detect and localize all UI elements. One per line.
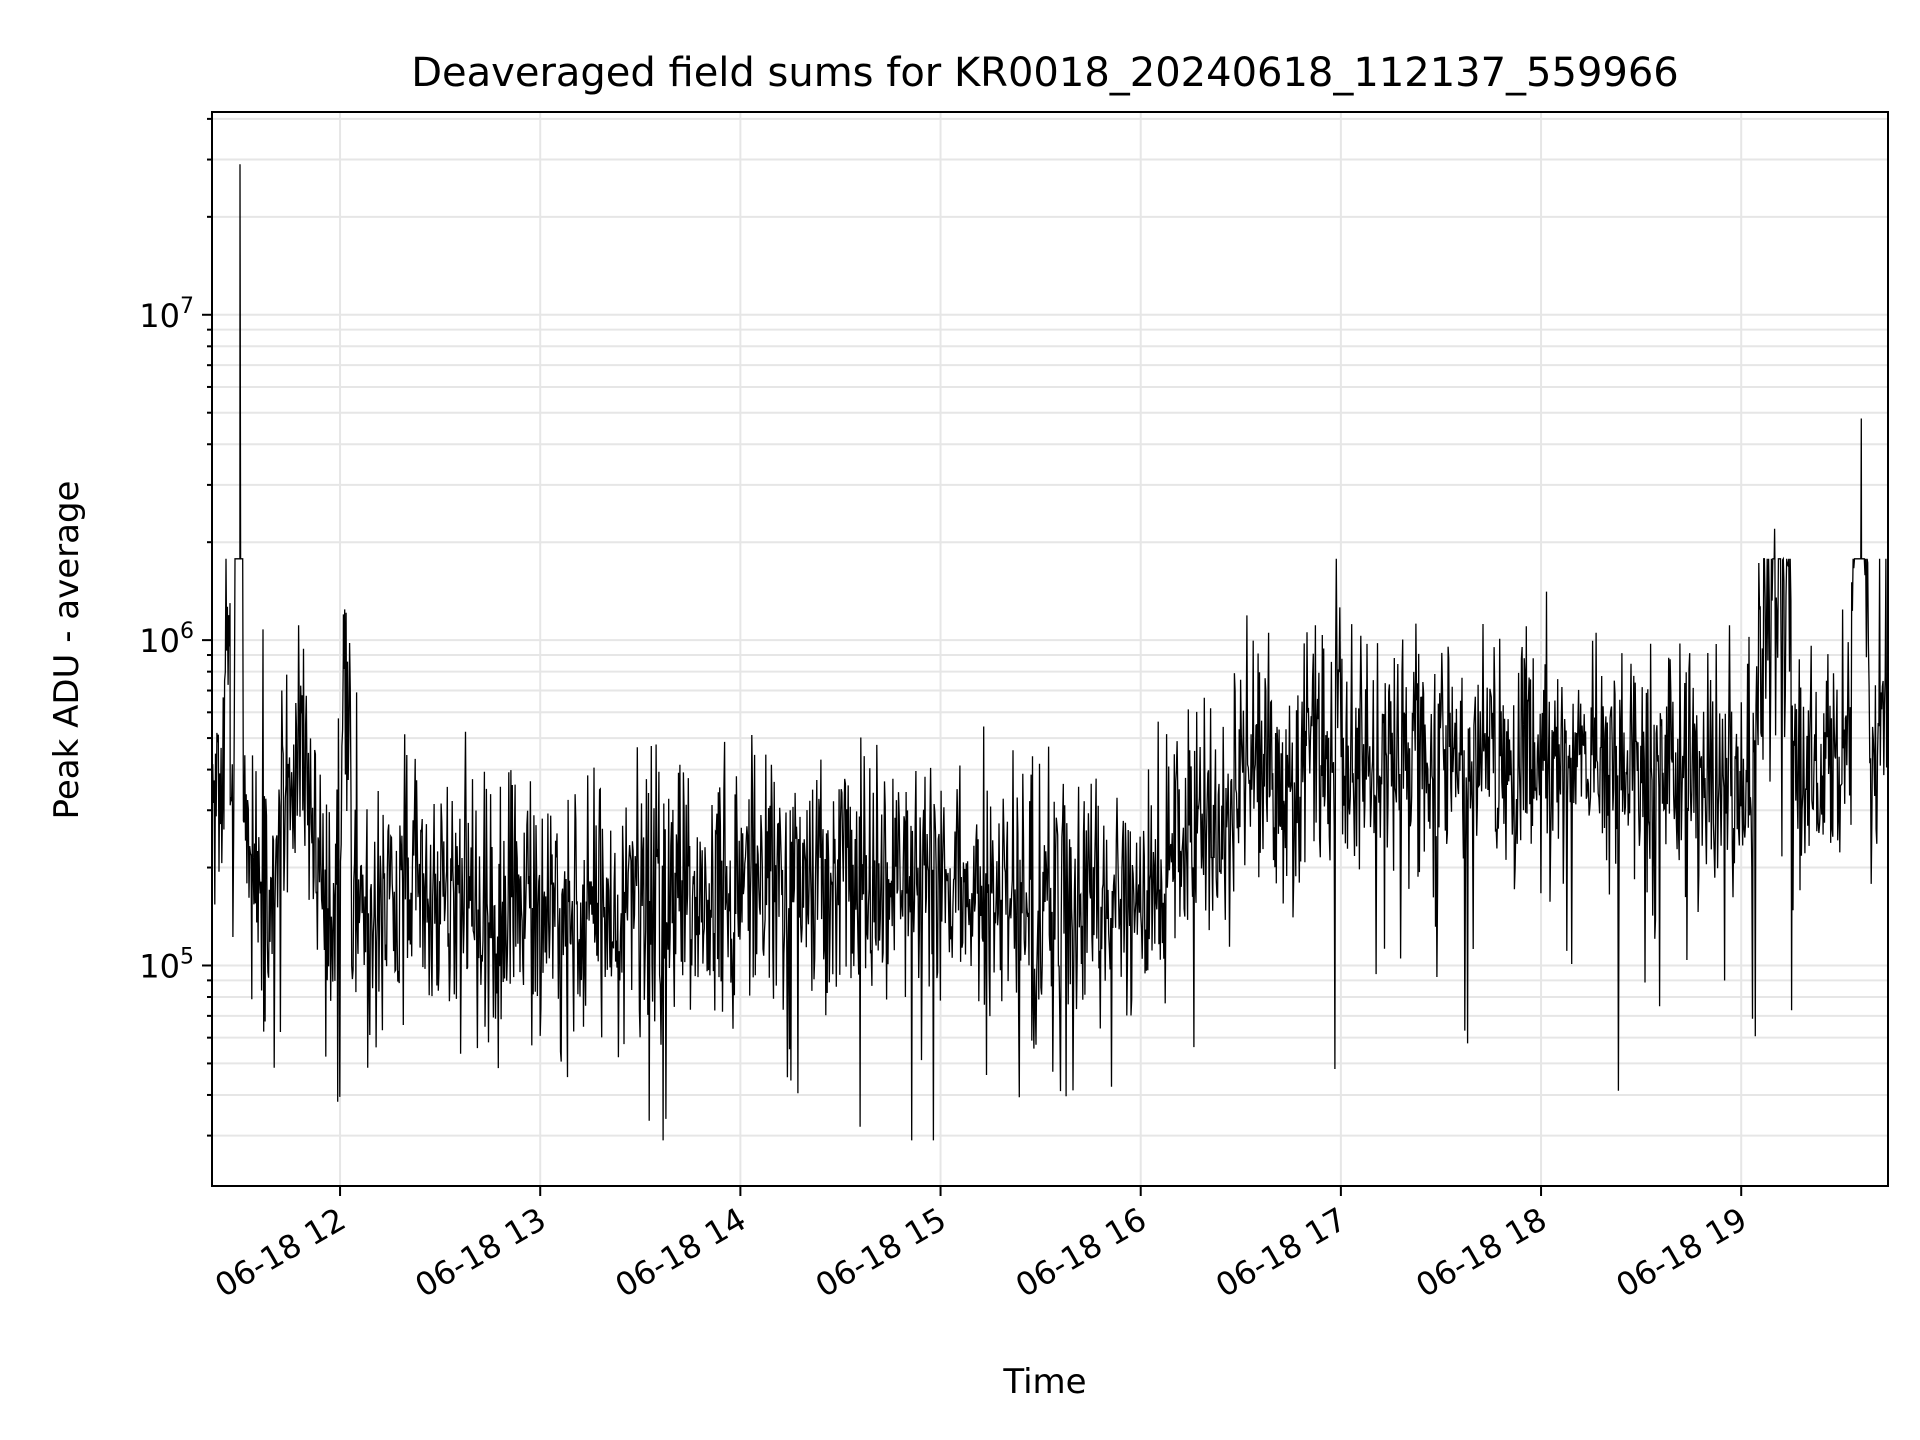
series-line [211, 164, 1889, 1141]
plot-frame [211, 111, 1889, 1187]
y-axis-label: Peak ADU - average [47, 481, 87, 820]
x-tick-label: 06-18 18 [1409, 1200, 1553, 1305]
chart-title: Deaveraged field sums for KR0018_2024061… [411, 50, 1679, 96]
y-tick-label: 105 [139, 944, 194, 985]
x-axis-ticks: 06-18 12 06-18 13 06-18 14 06-18 15 06-18 16… [208, 1186, 1753, 1305]
x-tick-label: 06-18 15 [809, 1200, 953, 1305]
series-layer [211, 164, 1889, 1141]
x-tick-label: 06-18 16 [1009, 1200, 1153, 1305]
y-axis-ticks: 105 106 107 [139, 117, 212, 1137]
x-tick-label: 06-18 14 [609, 1200, 753, 1305]
y-tick-label: 106 [139, 619, 194, 660]
x-tick-label: 06-18 13 [409, 1200, 553, 1305]
x-axis-label: Time [1002, 1362, 1086, 1402]
x-tick-label: 06-18 12 [208, 1200, 352, 1305]
y-tick-label: 107 [139, 294, 194, 335]
x-tick-label: 06-18 17 [1209, 1200, 1353, 1305]
x-tick-label: 06-18 19 [1610, 1200, 1754, 1305]
grid-lines [212, 112, 1888, 1186]
